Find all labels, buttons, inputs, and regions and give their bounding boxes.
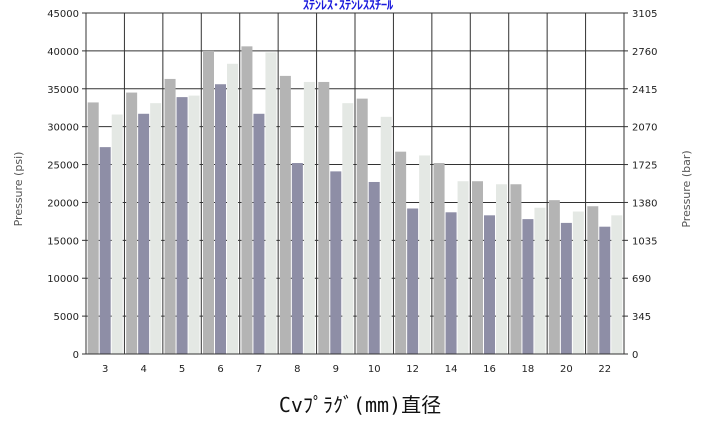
bar — [472, 181, 483, 354]
bar — [253, 113, 265, 354]
x-tick-label: 18 — [522, 364, 535, 375]
bar — [303, 81, 315, 355]
bar — [342, 103, 354, 354]
bar — [380, 116, 392, 354]
bar — [572, 211, 584, 354]
y-tick-label-left: 35000 — [47, 85, 79, 96]
bar — [611, 215, 623, 354]
y-tick-label-left: 25000 — [47, 161, 79, 172]
grid — [86, 12, 624, 355]
right-axis-ticks: 0 345 690 1035 1380 1725 2070 2415 2760 3105 — [624, 9, 657, 361]
y-tick-label-right: 2760 — [632, 47, 657, 58]
plot-frame — [85, 12, 625, 355]
x-tick-label: 6 — [217, 364, 223, 375]
x-tick-label: 20 — [560, 364, 573, 375]
y-tick-label-right: 3105 — [632, 9, 657, 20]
bar — [510, 184, 522, 354]
bar — [599, 226, 611, 354]
x-tick-label: 4 — [140, 364, 146, 375]
bar — [99, 147, 111, 354]
bar — [176, 97, 188, 354]
chart-title: ｽﾃﾝﾚｽ･ｽﾃﾝﾚｽｽﾁｰﾙ — [303, 0, 394, 12]
bar — [534, 207, 546, 354]
bar — [587, 206, 599, 354]
y-tick-label-right: 690 — [632, 274, 651, 285]
y-tick-label-left: 40000 — [47, 47, 79, 58]
bar — [241, 46, 253, 354]
x-axis-ticks: 3 4 5 6 7 8 9 10 12 14 16 18 20 22 — [102, 364, 611, 375]
bar — [407, 208, 419, 354]
bar — [150, 103, 162, 354]
left-axis-ticks: 0 5000 10000 15000 20000 25000 30000 35000 40000… — [47, 9, 86, 361]
bar — [419, 155, 431, 354]
y-tick-label-right: 1380 — [632, 198, 657, 209]
y-tick-label-left: 5000 — [54, 312, 79, 323]
x-tick-label: 16 — [483, 364, 496, 375]
y-tick-label-left: 15000 — [47, 236, 79, 247]
bar — [227, 63, 238, 354]
y-tick-label-left: 45000 — [47, 9, 79, 20]
bar — [560, 222, 572, 354]
bar — [496, 184, 507, 354]
bar — [548, 200, 560, 354]
y-tick-label-left: 20000 — [47, 198, 79, 209]
bar — [457, 181, 469, 354]
y-axis-right-label: Pressure (bar) — [680, 150, 693, 227]
bar — [203, 50, 214, 355]
bar — [318, 81, 330, 355]
y-tick-label-left: 30000 — [47, 123, 79, 134]
bar — [138, 113, 150, 354]
x-tick-label: 7 — [256, 364, 262, 375]
bar — [215, 84, 226, 354]
bar — [368, 181, 380, 354]
bar — [265, 52, 277, 354]
y-tick-label-right: 2415 — [632, 85, 657, 96]
bar — [445, 212, 457, 354]
bar — [164, 78, 176, 354]
y-tick-label-right: 345 — [632, 312, 651, 323]
bar — [87, 102, 99, 354]
x-tick-label: 12 — [406, 364, 419, 375]
y-tick-label-right: 1725 — [632, 161, 657, 172]
x-tick-label: 9 — [333, 364, 339, 375]
bar — [188, 95, 200, 354]
x-tick-label: 10 — [368, 364, 381, 375]
bar — [356, 98, 368, 354]
y-tick-label-right: 0 — [632, 350, 638, 361]
y-tick-label-right: 2070 — [632, 123, 657, 134]
bar — [291, 163, 303, 354]
bar — [522, 219, 534, 354]
bar — [279, 75, 291, 354]
x-tick-label: 22 — [598, 364, 611, 375]
y-tick-label-left: 10000 — [47, 274, 79, 285]
x-axis-label: Cvﾌﾟﾗｸﾞ(mm)直径 — [279, 393, 441, 417]
bar — [330, 171, 342, 354]
bar — [395, 151, 407, 354]
y-tick-label-right: 1035 — [632, 236, 657, 247]
y-axis-left-label: Pressure (psi) — [12, 152, 25, 227]
bar — [126, 92, 138, 355]
x-tick-label: 8 — [294, 364, 300, 375]
bar — [433, 163, 445, 354]
bars — [87, 46, 623, 355]
x-tick-label: 14 — [445, 364, 458, 375]
y-tick-label-left: 0 — [73, 350, 79, 361]
bar — [484, 215, 495, 354]
x-tick-label: 3 — [102, 364, 108, 375]
x-tick-label: 5 — [179, 364, 185, 375]
bar — [111, 114, 123, 354]
